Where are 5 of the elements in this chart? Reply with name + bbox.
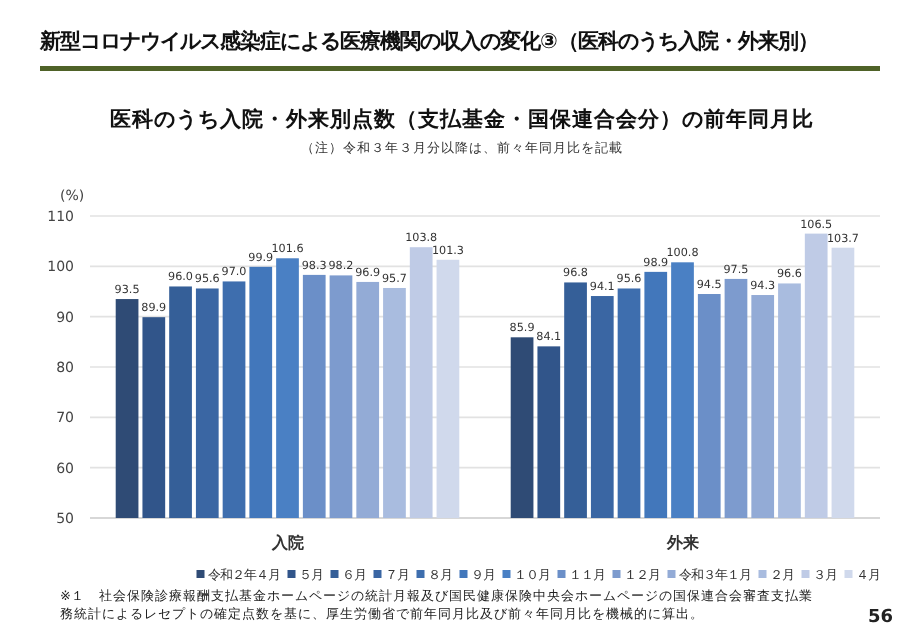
subtitle: 医科のうち入院・外来別点数（支払基金・国保連合会分）の前年同月比 xyxy=(110,108,814,132)
title: 新型コロナウイルス感染症による医療機関の収入の変化③（医科のうち入院・外来別） xyxy=(40,30,818,54)
x-tick-label: 外来 xyxy=(664,534,699,552)
x-tick-label: 入院 xyxy=(269,534,304,552)
annotation-page: 56 xyxy=(868,608,894,628)
